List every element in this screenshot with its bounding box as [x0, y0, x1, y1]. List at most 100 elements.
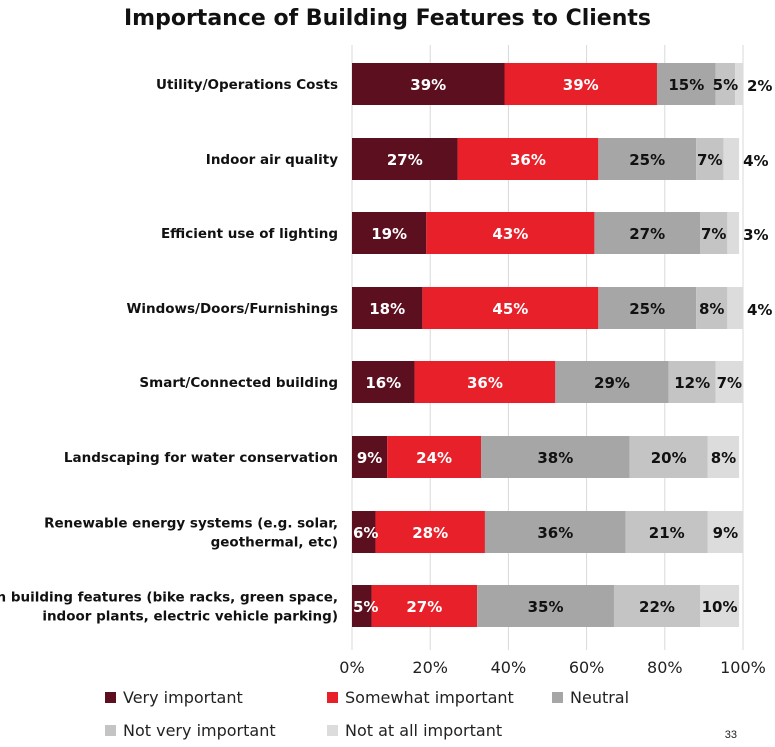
bar-segment [477, 585, 614, 627]
data-label: 36% [510, 151, 546, 169]
legend-swatch [327, 725, 338, 736]
data-label: 19% [371, 225, 407, 243]
bar-segment [613, 585, 700, 627]
data-label: 9% [357, 449, 382, 467]
data-label: 45% [492, 300, 528, 318]
data-label: 39% [563, 76, 599, 94]
bar-segment [457, 138, 599, 180]
category-label: indoor plants, electric vehicle parking) [42, 609, 338, 625]
data-label: 25% [629, 151, 665, 169]
bar-segment [352, 63, 505, 105]
data-label: 7% [701, 225, 726, 243]
data-label: 27% [629, 225, 665, 243]
bar-segment [594, 212, 700, 254]
data-label: 20% [651, 449, 687, 467]
bar-segment [352, 287, 423, 329]
legend-item: Not very important [105, 721, 276, 740]
category-label: Renewable energy systems (e.g. solar, [44, 516, 338, 532]
bar-segment [625, 511, 708, 553]
legend-label: Neutral [570, 688, 630, 707]
data-label: 22% [639, 598, 675, 616]
data-label: 8% [699, 300, 724, 318]
bar-segment [707, 436, 740, 478]
data-label: 21% [649, 524, 685, 542]
data-label: 5% [353, 598, 378, 616]
bar-segment [696, 287, 728, 329]
bar-segment [696, 138, 724, 180]
data-label: 7% [717, 374, 742, 392]
legend-swatch [105, 692, 116, 703]
category-label: Landscaping for water conservation [64, 450, 338, 466]
data-label: 29% [594, 374, 630, 392]
legend-swatch [552, 692, 563, 703]
data-label: 43% [492, 225, 528, 243]
bar-segment [707, 511, 743, 553]
data-label: 4% [747, 301, 772, 319]
legend-swatch [327, 692, 338, 703]
data-label: 15% [668, 76, 704, 94]
bar-segment [668, 361, 716, 403]
x-tick-label: 40% [491, 658, 527, 677]
data-label: 2% [747, 77, 772, 95]
data-label: 3% [743, 226, 768, 244]
bar-segment [699, 212, 728, 254]
bar-segment [504, 63, 657, 105]
data-label: 28% [412, 524, 448, 542]
bar-segment [426, 212, 595, 254]
x-tick-label: 80% [647, 658, 683, 677]
category-label: Utility/Operations Costs [156, 77, 338, 93]
data-label: 24% [416, 449, 452, 467]
data-label: 27% [406, 598, 442, 616]
bar-segment [656, 63, 716, 105]
data-label: 25% [629, 300, 665, 318]
legend-item: Not at all important [327, 721, 502, 740]
data-label: 16% [365, 374, 401, 392]
legend-label: Not very important [123, 721, 276, 740]
bar-segment [727, 212, 740, 254]
bar-segment [375, 511, 485, 553]
bar-segment [352, 436, 388, 478]
bar-segment [598, 287, 697, 329]
data-label: 36% [537, 524, 573, 542]
data-label: 18% [369, 300, 405, 318]
bar-segment [629, 436, 708, 478]
legend-label: Not at all important [345, 721, 503, 740]
bar-segment [352, 212, 427, 254]
category-label: geothermal, etc) [211, 535, 338, 551]
data-label: 6% [353, 524, 378, 542]
bar-segment [484, 511, 626, 553]
bar-segment [699, 585, 740, 627]
data-label: 5% [713, 76, 738, 94]
bar-segment [735, 63, 743, 105]
bar-segment [371, 585, 478, 627]
chart-title: Importance of Building Features to Clien… [123, 6, 651, 31]
data-label: 27% [387, 151, 423, 169]
legend-swatch [105, 725, 116, 736]
data-label: 10% [702, 598, 738, 616]
bar-segment [715, 361, 743, 403]
category-label: Windows/Doors/Furnishings [126, 301, 338, 317]
bar-segment [352, 511, 376, 553]
data-label: 35% [528, 598, 564, 616]
x-tick-label: 100% [720, 658, 766, 677]
bar-segment [422, 287, 599, 329]
bar-segment [723, 138, 740, 180]
category-label: Green building features (bike racks, gre… [0, 590, 338, 606]
data-label: 39% [410, 76, 446, 94]
bar-segment [387, 436, 482, 478]
legend-item: Somewhat important [327, 688, 514, 707]
bar-segment [555, 361, 669, 403]
bar-segment [414, 361, 556, 403]
bar-segment [352, 361, 415, 403]
bar-segment [352, 585, 372, 627]
legend-label: Very important [123, 688, 243, 707]
page-number: 33 [724, 729, 737, 741]
data-label: 4% [743, 152, 768, 170]
data-label: 8% [711, 449, 736, 467]
data-label: 38% [537, 449, 573, 467]
data-label: 7% [697, 151, 722, 169]
x-tick-label: 0% [339, 658, 364, 677]
category-label: Smart/Connected building [139, 375, 338, 391]
data-label: 9% [713, 524, 738, 542]
